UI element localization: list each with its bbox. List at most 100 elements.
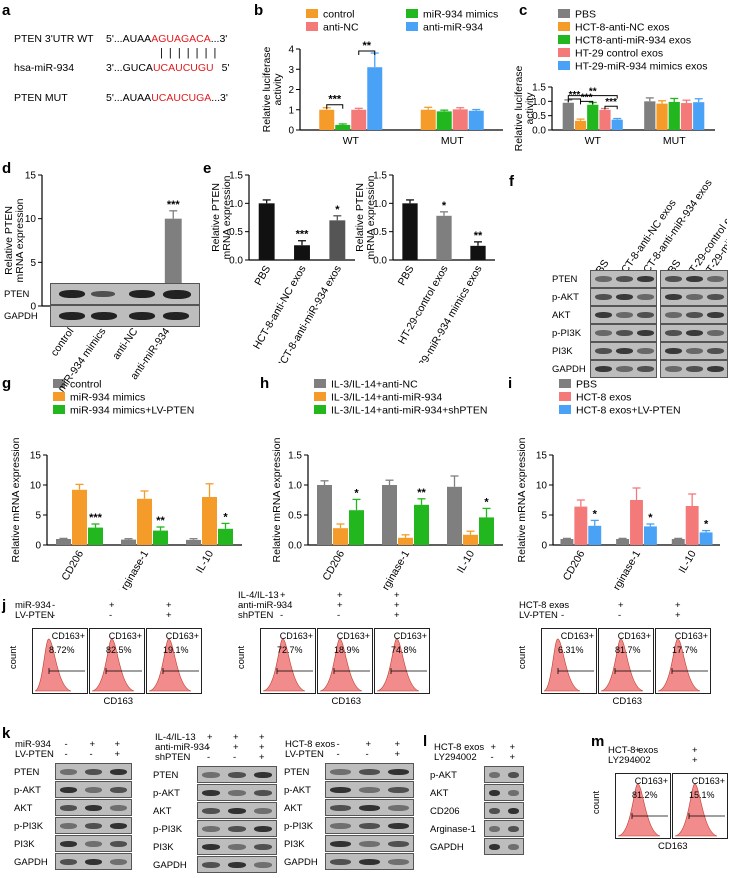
chart-h-legend-label-1: IL-3/IL-14+anti-miR-934 (331, 392, 442, 404)
blot-d-label-pten: PTEN (4, 289, 30, 300)
blot-f-row-2: AKT (552, 310, 571, 321)
flow-j3-gate-label-2: CD163+ (674, 631, 708, 641)
chart-i-sig-1: * (648, 512, 653, 524)
chart-e1-cat-2: HCT-8-anti-miR-934 exos (274, 264, 344, 364)
chart-b-legend-swatch-0 (306, 9, 318, 18)
blot-k3-strip-2 (325, 799, 414, 816)
chart-e2-ylabel: Relative PTEN (354, 183, 366, 252)
chart-b-legend-label-3: anti-miR-934 (423, 22, 483, 34)
chart-h-bar-1-0 (333, 528, 348, 545)
flow-m-gate-label-1: CD163+ (691, 776, 725, 786)
flow-j3-cond-1: LV-PTEN (519, 610, 558, 621)
blot-k2-sign-0-0: + (207, 732, 213, 743)
blot-d-gapdh (50, 305, 200, 327)
chart-h-legend-swatch-0 (314, 379, 326, 388)
blot-k1-row-5: GAPDH (14, 857, 48, 868)
blot-k2-strip-0 (197, 766, 277, 783)
blot-k2-sign-0-2: + (259, 732, 265, 743)
panel-label-f: f (509, 173, 514, 190)
flow-m-ylabel: count (591, 790, 603, 815)
flow-j1-sign-1-0: - (52, 610, 56, 621)
chart-c-legend-swatch-3 (558, 48, 570, 57)
blot-f-strip-5-1 (660, 360, 728, 378)
chart-g-sig-0: *** (89, 512, 103, 524)
flow-j2-gate-label-0: CD163+ (279, 631, 313, 641)
chart-e1: 0.0 0.5 1.0 1.5 Relative PTEN mRNA expression… (210, 171, 355, 364)
blot-f-strip-1-0 (590, 288, 657, 306)
flow-j2-hist-2: CD163+ 74.8% (374, 628, 430, 694)
chart-c-bar-4-0 (611, 119, 623, 130)
chart-g-sig-2: * (223, 511, 228, 523)
chart-c-legend-label-1: HCT-8-anti-NC exos (575, 22, 670, 34)
chart-e2-ytick-label: 0.5 (373, 227, 387, 238)
flow-j3-hist-1: CD163+ 81.7% (598, 628, 654, 694)
pairing-lines: | | | | | | | (160, 47, 218, 59)
chart-h-cat-2: IL-10 (455, 548, 477, 575)
blot-l-strip-3 (484, 820, 524, 837)
chart-i-bar-0-1 (616, 539, 630, 545)
blot-k1-cond-0: miR-934 (15, 739, 51, 750)
blot-k2-strip-3 (197, 820, 277, 837)
chart-i-bar-2-2 (699, 532, 713, 545)
blot-l-row-2: CD206 (430, 806, 460, 817)
panel-label-k: k (2, 725, 11, 742)
chart-i-cat-2: IL-10 (676, 548, 698, 575)
chart-e1-bar-1 (294, 245, 310, 260)
flow-j1-curve-0 (34, 638, 72, 692)
chart-h-sig-2: * (484, 496, 489, 508)
chart-e1-ytick-label: 1.5 (229, 171, 243, 182)
chart-g-bar-2-1 (153, 530, 168, 545)
flow-m-gate-label-0: CD163+ (634, 776, 668, 786)
chart-e2-ytick-label: 0.0 (373, 256, 387, 267)
blot-k1-sign-1-1: - (89, 749, 93, 760)
chart-g-bar-1-2 (202, 497, 217, 545)
mut-suffix: ...3' (211, 92, 228, 104)
chart-c-cat-0: WT (585, 135, 602, 147)
chart-e1-bar-2 (329, 220, 346, 260)
chart-b-bar-1-0 (335, 124, 351, 130)
flow-j2-pct-1: 18.9% (334, 645, 360, 655)
chart-b-ytick-label: 2 (288, 85, 294, 96)
flow-m-cond-1: LY294002 (608, 755, 651, 766)
chart-h-ytick-label: 0.5 (288, 511, 302, 522)
blot-k1-strip-3 (55, 817, 132, 834)
chart-b-bar-0-0 (319, 109, 335, 130)
chart-d-ylabel: Relative PTEN (3, 206, 15, 275)
blot-k1-row-4: PI3K (14, 839, 35, 850)
blot-k1-strip-4 (55, 835, 132, 852)
panel-label-j: j (2, 597, 7, 614)
flow-j1-xlabel: CD163 (103, 696, 134, 707)
blot-f-row-4: PI3K (552, 346, 573, 357)
flow-j2-gate-label-1: CD163+ (336, 631, 370, 641)
flow-j1-gate-label-0: CD163+ (51, 631, 85, 641)
blot-l-sign-0-1: + (509, 742, 516, 753)
flow-j3-sign-1-1: - (618, 610, 622, 621)
chart-d-cat-2: anti-NC (110, 327, 140, 362)
chart-c-ytick-label: 1.0 (532, 97, 546, 108)
flow-j2-cond-0: IL-4/IL-13 (238, 590, 279, 601)
chart-h-bar-0-0 (317, 485, 332, 545)
chart-i-ytick-label: 10 (536, 481, 548, 492)
chart-c-bracket-0 (567, 98, 582, 103)
chart-i-cat-0: CD206 (561, 548, 588, 582)
chart-i-bar-1-1 (630, 500, 643, 545)
mut-label: PTEN MUT (14, 92, 68, 104)
chart-g-ylabel: Relative mRNA expression (10, 437, 22, 562)
chart-g-cat-2: IL-10 (194, 548, 216, 575)
chart-b-ylabel-2: activity (272, 73, 284, 106)
flow-j3-curve-2 (657, 638, 701, 692)
blot-k2-sign-1-2: + (259, 742, 265, 753)
panel-label-g: g (2, 375, 12, 392)
chart-g-bar-0-1 (121, 539, 136, 545)
chart-g-ytick-label: 0 (35, 541, 41, 552)
chart-g-legend-swatch-0 (53, 379, 65, 388)
chart-e1-ytick-label: 0.5 (229, 227, 243, 238)
chart-c-ylabel-2: activity (524, 92, 536, 125)
wt-sequence: 5'...AUAAAGUAGACA...3' (106, 33, 227, 45)
chart-g-ytick-label: 5 (35, 511, 41, 522)
chart-g-legend-swatch-2 (53, 405, 65, 414)
mir-prefix: 3'...GUCA (106, 62, 153, 74)
chart-i-bar-2-0 (588, 525, 602, 545)
flow-j2-hist-1: CD163+ 18.9% (317, 628, 373, 694)
